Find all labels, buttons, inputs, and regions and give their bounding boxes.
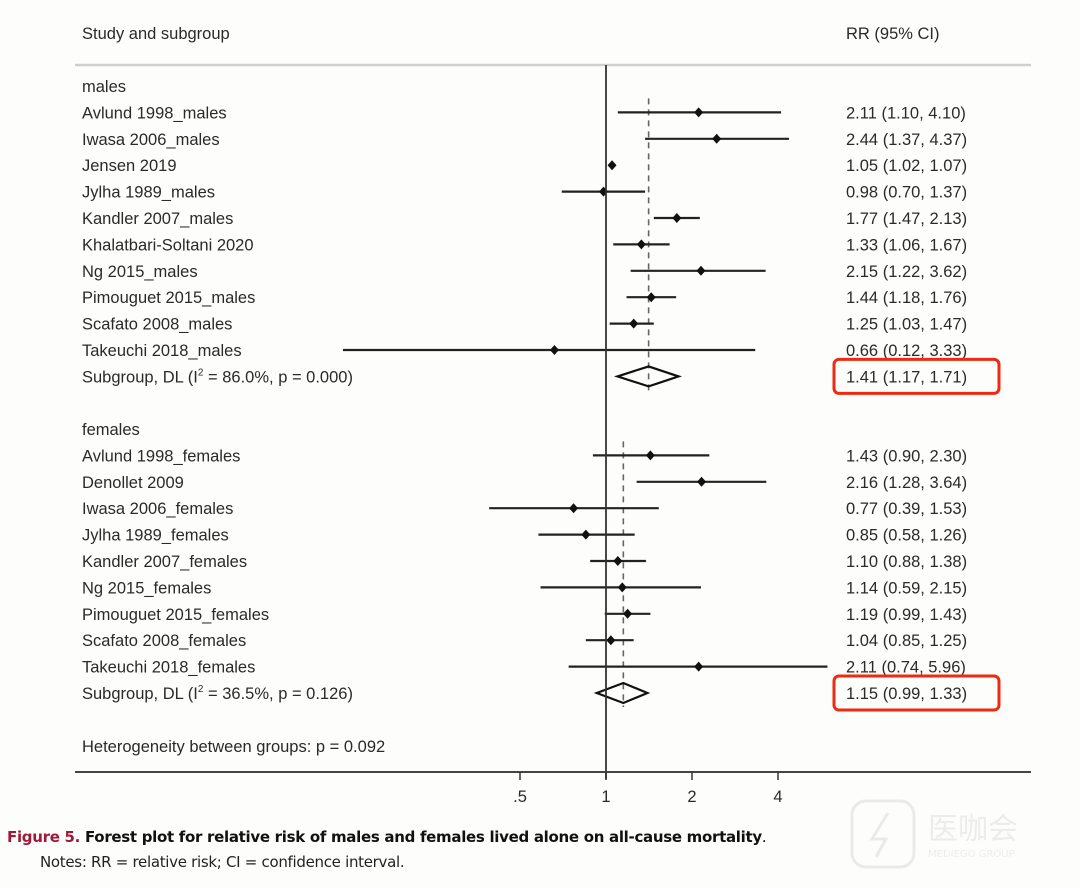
figure-label: Figure 5. (7, 828, 81, 846)
figure-caption: Figure 5. Forest plot for relative risk … (7, 828, 767, 846)
study-label: Ng 2015_males (82, 263, 198, 281)
figure-title: Forest plot for relative risk of males a… (80, 828, 762, 846)
point-estimate-marker (623, 608, 633, 619)
study-effect-text: 0.66 (0.12, 3.33) (846, 342, 967, 360)
study-effect-text: 1.10 (0.88, 1.38) (846, 553, 967, 571)
study-label: Jylha 1989_males (82, 184, 215, 202)
study-label: Kandler 2007_females (82, 553, 247, 571)
x-tick-label: 1 (601, 788, 610, 806)
forest-rows: males Avlund 1998_males 2.11 (1.10, 4.10) I… (82, 65, 1001, 779)
x-tick-label: .5 (513, 788, 527, 806)
study-effect-text: 2.15 (1.22, 3.62) (846, 263, 967, 281)
study-label: Jensen 2019 (82, 157, 177, 175)
study-column-header: Study and subgroup (82, 25, 230, 43)
study-label: Takeuchi 2018_females (82, 659, 255, 677)
study-effect-text: 1.33 (1.06, 1.67) (846, 236, 967, 254)
effect-column-header: RR (95% CI) (846, 25, 940, 43)
figure-notes: Notes: RR = relative risk; CI = confiden… (40, 853, 405, 871)
point-estimate-marker (694, 107, 704, 118)
point-estimate-marker (636, 239, 646, 250)
watermark-logo: 医咖会 MEDIEGO GROUP (850, 799, 1018, 869)
point-estimate-marker (646, 292, 656, 303)
study-effect-text: 1.04 (0.85, 1.25) (846, 632, 967, 650)
highlight-box (832, 674, 1001, 712)
study-label: Khalatbari-Soltani 2020 (82, 236, 254, 254)
x-tick-label: 4 (773, 788, 782, 806)
watermark-subtext: MEDIEGO GROUP (928, 849, 1015, 860)
point-estimate-marker (694, 661, 704, 672)
point-estimate-marker (607, 160, 617, 171)
point-estimate-marker (606, 635, 616, 646)
group-label: females (82, 421, 140, 439)
study-effect-text: 1.14 (0.59, 2.15) (846, 579, 967, 597)
study-effect-text: 1.77 (1.47, 2.13) (846, 210, 967, 228)
subgroup-diamond (593, 681, 651, 705)
point-estimate-marker (569, 503, 579, 514)
study-effect-text: 0.77 (0.39, 1.53) (846, 500, 967, 518)
watermark-icon (850, 799, 916, 869)
point-estimate-marker (549, 345, 559, 355)
study-label: Ng 2015_females (82, 579, 211, 597)
study-effect-text: 1.19 (0.99, 1.43) (846, 606, 967, 624)
study-label: Avlund 1998_females (82, 447, 240, 465)
point-estimate-marker (645, 450, 655, 461)
study-label: Denollet 2009 (82, 474, 184, 492)
group-label: males (82, 78, 126, 96)
study-label: Pimouguet 2015_females (82, 606, 269, 624)
study-effect-text: 1.44 (1.18, 1.76) (846, 289, 967, 307)
point-estimate-marker (629, 318, 639, 329)
study-label: Avlund 1998_males (82, 104, 227, 122)
study-label: Kandler 2007_males (82, 210, 233, 228)
study-label: Pimouguet 2015_males (82, 289, 255, 307)
x-axis-ticks: .5 1 2 4 (513, 772, 783, 806)
subgroup-diamond (613, 365, 683, 388)
x-tick-label: 2 (687, 788, 696, 806)
point-estimate-marker (697, 476, 707, 487)
study-label: Scafato 2008_females (82, 632, 246, 650)
study-effect-text: 2.11 (0.74, 5.96) (846, 659, 966, 677)
figure-title-end: . (761, 828, 767, 846)
point-estimate-marker (581, 529, 591, 540)
point-estimate-marker (696, 265, 706, 276)
point-estimate-marker (712, 133, 722, 144)
watermark-text: 医咖会 (928, 812, 1018, 847)
study-effect-text: 1.05 (1.02, 1.07) (846, 157, 967, 175)
subgroup-label: Subgroup, DL (I2 = 36.5%, p = 0.126) (82, 684, 353, 703)
point-estimate-marker (617, 582, 627, 593)
point-estimate-marker (672, 213, 682, 223)
study-label: Iwasa 2006_males (82, 131, 220, 149)
study-label: Jylha 1989_females (82, 527, 229, 545)
study-effect-text: 1.43 (0.90, 2.30) (846, 447, 967, 465)
study-label: Scafato 2008_males (82, 316, 232, 334)
study-label: Takeuchi 2018_males (82, 342, 242, 360)
study-effect-text: 1.25 (1.03, 1.47) (846, 316, 967, 334)
highlight-box (832, 357, 1001, 395)
watermark-glyph-icon (869, 812, 890, 858)
subgroup-label: Subgroup, DL (I2 = 86.0%, p = 0.000) (82, 367, 353, 386)
study-label: Iwasa 2006_females (82, 500, 233, 518)
point-estimate-marker (613, 556, 623, 566)
study-effect-text: 2.44 (1.37, 4.37) (846, 131, 967, 149)
heterogeneity-text: Heterogeneity between groups: p = 0.092 (82, 738, 385, 756)
study-effect-text: 2.11 (1.10, 4.10) (846, 104, 966, 122)
subgroup-effect-text: 1.15 (0.99, 1.33) (846, 685, 967, 703)
subgroup-effect-text: 1.41 (1.17, 1.71) (846, 368, 967, 386)
study-effect-text: 2.16 (1.28, 3.64) (846, 474, 967, 492)
study-effect-text: 0.98 (0.70, 1.37) (846, 184, 967, 202)
study-effect-text: 0.85 (0.58, 1.26) (846, 527, 967, 545)
